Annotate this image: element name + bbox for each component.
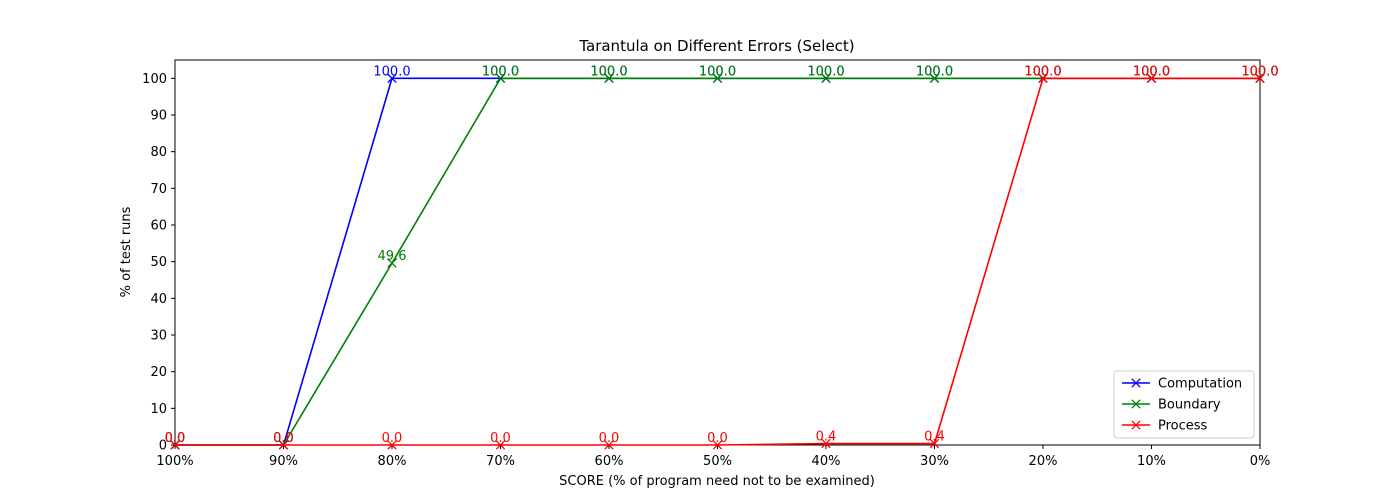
legend-marker-process <box>1131 420 1141 430</box>
data-point-process <box>1038 73 1048 83</box>
x-tick-label: 40% <box>812 454 841 469</box>
x-tick-label: 50% <box>703 454 732 469</box>
data-label-computation: 100.0 <box>1241 64 1278 79</box>
data-point-boundary <box>712 73 723 83</box>
data-label-process: 0.0 <box>273 431 294 446</box>
data-label-process: 100.0 <box>1024 64 1061 79</box>
data-label-boundary: 100.0 <box>807 64 844 79</box>
data-label-boundary: 0.0 <box>165 431 186 446</box>
data-point-process <box>1255 73 1265 83</box>
data-label-boundary: 100.0 <box>916 64 953 79</box>
data-label-process: 0.0 <box>165 431 186 446</box>
x-axis: 100% 90% 80% 70% 60% 50% 40% 30% 20% 10% 0% <box>156 445 1270 469</box>
data-labels-layer: 0.0 0.0 100.0 100.0 100.0 100.0 100.0 100.0 100.… <box>165 64 1279 446</box>
data-label-computation: 100.0 <box>590 64 627 79</box>
data-point-boundary <box>387 258 397 268</box>
data-point-process <box>278 440 289 450</box>
x-tick-label: 90% <box>269 454 298 469</box>
legend-box <box>1113 370 1255 439</box>
y-tick-label: 20 <box>150 365 167 380</box>
data-point-process <box>387 440 397 450</box>
data-label-process: 0.0 <box>490 431 511 446</box>
data-point-boundary <box>821 73 831 83</box>
x-tick-label: 80% <box>378 454 407 469</box>
data-label-process: 100.0 <box>1241 64 1278 79</box>
data-label-computation: 100.0 <box>1133 64 1170 79</box>
y-tick-label: 60 <box>150 219 167 234</box>
y-tick-label: 0 <box>159 439 167 454</box>
data-point-process <box>821 438 831 449</box>
y-tick-label: 10 <box>150 402 167 417</box>
y-tick-label: 50 <box>150 255 167 270</box>
x-tick-label: 20% <box>1029 454 1058 469</box>
data-point-process <box>495 440 506 450</box>
data-label-process: 0.0 <box>382 431 403 446</box>
x-tick-label: 10% <box>1137 454 1166 469</box>
data-label-boundary: 100.0 <box>1241 64 1278 79</box>
data-label-process: 0.4 <box>816 430 837 445</box>
y-tick-label: 80 <box>150 145 167 160</box>
x-tick-label: 100% <box>156 454 193 469</box>
data-label-process: 100.0 <box>1133 64 1170 79</box>
y-tick-label: 100 <box>142 72 167 87</box>
data-label-computation: 100.0 <box>1024 64 1061 79</box>
data-label-boundary: 100.0 <box>482 64 519 79</box>
data-point-process <box>1146 73 1157 83</box>
data-label-computation: 100.0 <box>916 64 953 79</box>
series-layer <box>170 73 1265 450</box>
legend-label-process: Process <box>1158 419 1208 434</box>
data-label-computation: 100.0 <box>807 64 844 79</box>
series-process <box>170 73 1265 450</box>
series-boundary <box>170 73 1265 450</box>
legend-label-boundary: Boundary <box>1158 398 1221 413</box>
data-label-boundary: 100.0 <box>699 64 736 79</box>
series-computation <box>170 73 1265 450</box>
data-label-computation: 0.0 <box>273 431 294 446</box>
data-point-boundary <box>604 73 614 83</box>
y-tick-label: 70 <box>150 182 167 197</box>
series-line-computation <box>175 77 1260 446</box>
x-tick-label: 70% <box>486 454 515 469</box>
data-label-process: 0.4 <box>924 430 945 445</box>
y-tick-label: 40 <box>150 292 167 307</box>
y-axis: 0 10 20 30 40 50 60 70 80 90 100 <box>142 72 175 454</box>
legend-item-process: Process <box>1122 419 1208 434</box>
legend-item-computation: Computation <box>1122 377 1242 392</box>
data-point-process <box>712 440 723 450</box>
x-tick-label: 30% <box>920 454 949 469</box>
data-label-process: 0.0 <box>599 431 620 446</box>
y-axis-title: % of test runs <box>119 206 134 297</box>
data-point-boundary <box>929 73 940 83</box>
data-label-boundary: 0.0 <box>273 431 294 446</box>
legend-marker-boundary <box>1131 399 1141 409</box>
x-tick-label: 60% <box>595 454 624 469</box>
data-label-boundary: 100.0 <box>1024 64 1061 79</box>
x-tick-label: 0% <box>1250 454 1271 469</box>
data-point-process <box>929 438 940 449</box>
data-point-boundary <box>495 73 506 83</box>
legend-item-boundary: Boundary <box>1122 398 1221 413</box>
plot-area <box>174 59 1261 446</box>
data-point-process <box>170 440 180 450</box>
data-label-process: 0.0 <box>707 431 728 446</box>
data-label-computation: 100.0 <box>373 64 410 79</box>
data-label-computation: 0.0 <box>165 431 186 446</box>
plot-frame-border <box>174 59 1261 446</box>
data-label-boundary: 100.0 <box>1133 64 1170 79</box>
legend: Computation Boundary Process <box>1113 370 1255 439</box>
data-point-computation <box>387 73 397 83</box>
y-tick-label: 90 <box>150 109 167 124</box>
data-label-boundary: 49.6 <box>378 249 407 264</box>
legend-marker-computation <box>1131 378 1141 388</box>
x-axis-title: SCORE (% of program need not to be exami… <box>559 474 875 489</box>
data-label-boundary: 100.0 <box>590 64 627 79</box>
y-tick-label: 30 <box>150 329 167 344</box>
legend-label-computation: Computation <box>1158 377 1242 392</box>
data-label-computation: 100.0 <box>482 64 519 79</box>
data-label-computation: 100.0 <box>699 64 736 79</box>
data-point-process <box>604 440 614 450</box>
chart-title: Tarantula on Different Errors (Select) <box>578 37 854 55</box>
